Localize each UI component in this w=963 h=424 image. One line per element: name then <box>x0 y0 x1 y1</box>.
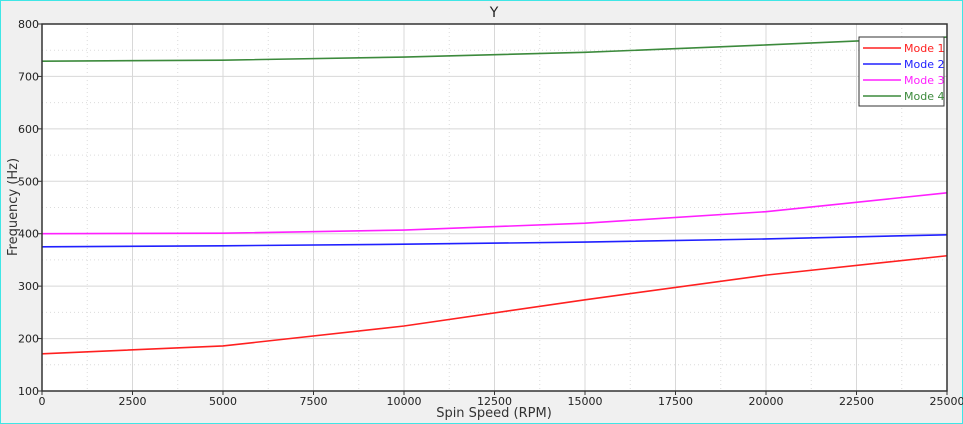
x-axis-label: Spin Speed (RPM) <box>436 406 552 421</box>
series-line-mode-4 <box>41 36 948 63</box>
chart-title: Y <box>489 5 499 21</box>
x-tick-label: 12500 <box>477 395 512 408</box>
series-line-mode-1 <box>41 254 948 355</box>
y-tick-label: 700 <box>18 70 39 83</box>
y-tick-label: 400 <box>18 228 39 241</box>
series-line-mode-3 <box>41 192 948 235</box>
y-tick-label: 200 <box>18 333 39 346</box>
x-tick-label: 15000 <box>568 395 603 408</box>
legend-label: Mode 3 <box>904 74 944 87</box>
legend-label: Mode 2 <box>904 58 944 71</box>
series-line-mode-2 <box>41 233 948 248</box>
grid <box>41 23 948 392</box>
y-tick-label: 300 <box>18 280 39 293</box>
x-tick-label: 20000 <box>749 395 784 408</box>
x-tick-label: 22500 <box>839 395 874 408</box>
x-tick-label: 7500 <box>300 395 328 408</box>
x-tick-label: 5000 <box>209 395 237 408</box>
legend: Mode 1 Mode 2 Mode 3 Mode 4 <box>858 36 945 107</box>
y-tick-label: 500 <box>18 175 39 188</box>
x-tick-label: 2500 <box>119 395 147 408</box>
x-tick-label: 0 <box>39 395 46 408</box>
x-tick-label: 10000 <box>387 395 422 408</box>
y-axis-label: Frequency (Hz) <box>6 158 21 256</box>
axis-ticks: 0 2500 5000 7500 10000 12500 15000 17500 20000 22… <box>18 18 963 408</box>
y-tick-label: 600 <box>18 123 39 136</box>
y-tick-label: 100 <box>18 385 39 398</box>
x-tick-label: 25000 <box>930 395 963 408</box>
y-tick-label: 800 <box>18 18 39 31</box>
legend-label: Mode 1 <box>904 42 944 55</box>
series-lines <box>41 36 948 355</box>
x-tick-label: 17500 <box>658 395 693 408</box>
legend-label: Mode 4 <box>904 90 944 103</box>
